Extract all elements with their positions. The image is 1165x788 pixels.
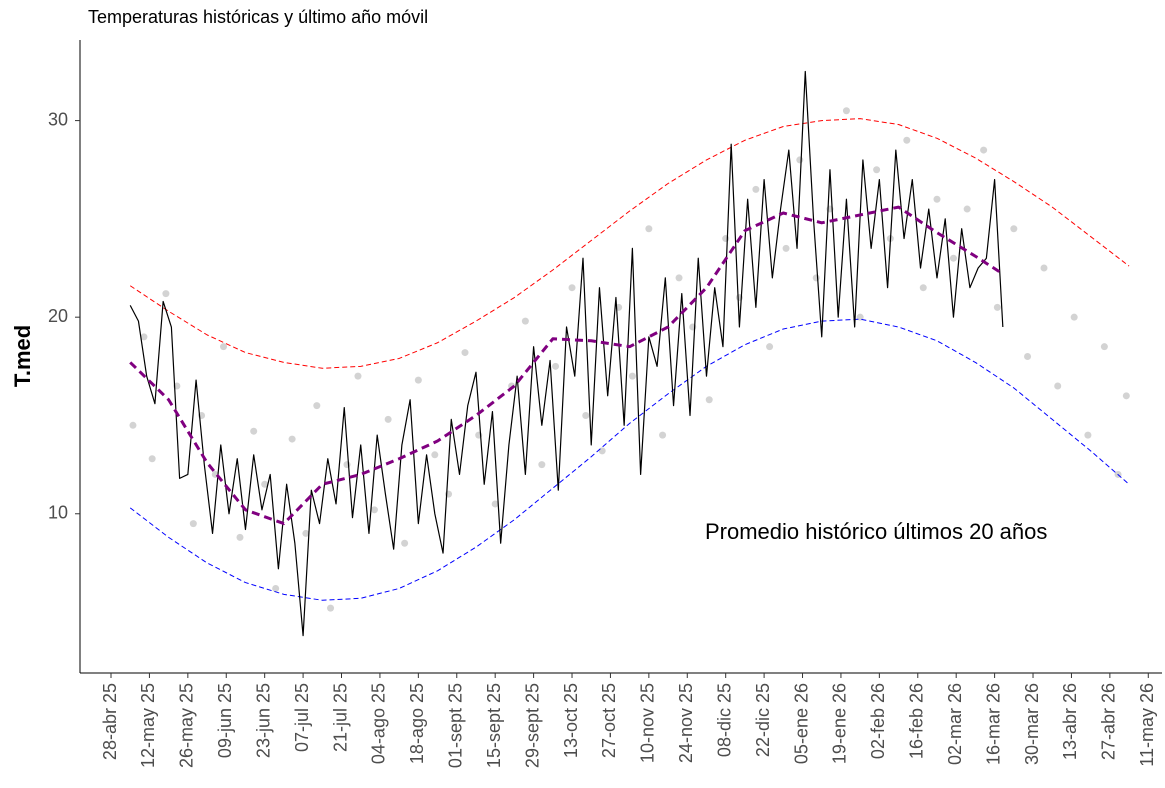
data-point xyxy=(129,421,137,429)
x-tick-label: 26-may 25 xyxy=(177,683,197,768)
data-point xyxy=(812,274,820,282)
x-tick-label: 02-mar 26 xyxy=(945,683,965,765)
data-point xyxy=(1040,264,1048,272)
data-point xyxy=(343,461,351,469)
data-point xyxy=(752,185,760,193)
data-point xyxy=(796,156,804,164)
data-point xyxy=(1024,353,1032,360)
data-point xyxy=(354,372,362,380)
x-tick-label: 13-abr 26 xyxy=(1060,683,1080,760)
data-point xyxy=(1122,392,1130,400)
chart-title: Temperaturas históricas y último año móv… xyxy=(88,7,428,27)
x-tick-label: 01-sept 25 xyxy=(446,683,466,768)
data-point xyxy=(903,136,911,144)
data-point xyxy=(220,343,228,351)
x-tick-label: 16-mar 26 xyxy=(983,683,1003,765)
data-point xyxy=(766,343,774,351)
data-point xyxy=(582,411,590,419)
data-point xyxy=(873,166,881,174)
data-point xyxy=(148,455,156,463)
data-point xyxy=(980,146,988,154)
data-point xyxy=(842,107,850,115)
y-tick-label: 10 xyxy=(48,503,68,523)
x-tick-label: 24-nov 25 xyxy=(676,683,696,763)
line xyxy=(129,205,1004,526)
data-point xyxy=(302,529,310,537)
line xyxy=(129,118,1130,369)
data-point xyxy=(963,205,971,213)
data-point xyxy=(659,431,667,439)
data-point xyxy=(1100,343,1108,351)
data-point xyxy=(628,372,636,380)
y-axis-label: T.med xyxy=(10,325,35,387)
x-tick-label: 10-nov 25 xyxy=(638,683,658,763)
data-point xyxy=(1070,313,1078,321)
x-tick-label: 05-ene 26 xyxy=(791,683,811,764)
x-tick-label: 30-mar 26 xyxy=(1022,683,1042,765)
data-point xyxy=(461,349,469,357)
data-point xyxy=(675,274,683,282)
data-point xyxy=(598,447,606,455)
data-point xyxy=(919,284,927,292)
data-point xyxy=(261,480,269,488)
data-point xyxy=(538,461,546,469)
x-tick-label: 12-may 25 xyxy=(138,683,158,768)
annotation: Promedio histórico últimos 20 años xyxy=(705,519,1047,544)
x-tick-label: 04-ago 25 xyxy=(369,683,389,764)
data-point xyxy=(1084,431,1092,439)
data-point xyxy=(1054,382,1062,390)
data-point xyxy=(993,303,1001,311)
data-point xyxy=(1010,225,1018,233)
data-point xyxy=(431,451,439,459)
x-tick-label: 16-feb 26 xyxy=(907,683,927,759)
x-tick-label: 18-ago 25 xyxy=(407,683,427,764)
data-point xyxy=(568,284,576,292)
data-point xyxy=(722,235,730,243)
x-tick-label: 11-may 26 xyxy=(1137,683,1157,767)
data-point xyxy=(189,520,197,528)
x-tick-label: 21-jul 25 xyxy=(330,683,350,752)
data-point xyxy=(384,415,392,423)
data-point xyxy=(645,225,653,233)
data-point xyxy=(933,195,941,203)
data-point xyxy=(401,539,409,547)
x-tick-label: 09-jun 25 xyxy=(215,683,235,758)
x-tick-label: 27-abr 26 xyxy=(1099,683,1119,760)
x-tick-label: 22-dic 25 xyxy=(753,683,773,757)
data-point xyxy=(288,435,296,443)
data-point xyxy=(782,244,790,252)
x-tick-label: 07-jul 25 xyxy=(292,683,312,752)
x-tick-label: 27-oct 25 xyxy=(599,683,619,758)
plot-area: 10 20 30 28-abr 25 12-may 25 26-may 25 09-jun … xyxy=(48,40,1162,768)
data-point xyxy=(414,376,422,384)
data-point xyxy=(313,402,321,410)
x-tick-label: 19-ene 26 xyxy=(830,683,850,764)
x-tick-label: 23-jun 25 xyxy=(253,683,273,758)
line xyxy=(129,70,1004,637)
x-tick-label: 29-sept 25 xyxy=(522,683,542,768)
x-tick-label: 15-sept 25 xyxy=(484,683,504,768)
y-tick-label: 30 xyxy=(48,109,68,129)
y-tick-label: 20 xyxy=(48,306,68,326)
data-point xyxy=(491,500,499,508)
line xyxy=(129,318,1130,601)
data-point xyxy=(552,362,560,370)
data-point xyxy=(705,396,713,404)
data-point xyxy=(236,533,244,541)
data-point xyxy=(162,290,170,298)
data-point xyxy=(949,254,957,262)
x-tick-label: 28-abr 25 xyxy=(100,683,120,760)
data-point xyxy=(521,317,529,325)
data-point xyxy=(370,506,378,514)
data-point xyxy=(327,604,335,612)
x-tick-label: 02-feb 26 xyxy=(868,683,888,759)
data-point xyxy=(272,584,280,592)
data-point xyxy=(140,333,148,341)
x-tick-label: 08-dic 25 xyxy=(714,683,734,757)
data-point xyxy=(250,427,258,435)
x-tick-label: 13-oct 25 xyxy=(561,683,581,758)
